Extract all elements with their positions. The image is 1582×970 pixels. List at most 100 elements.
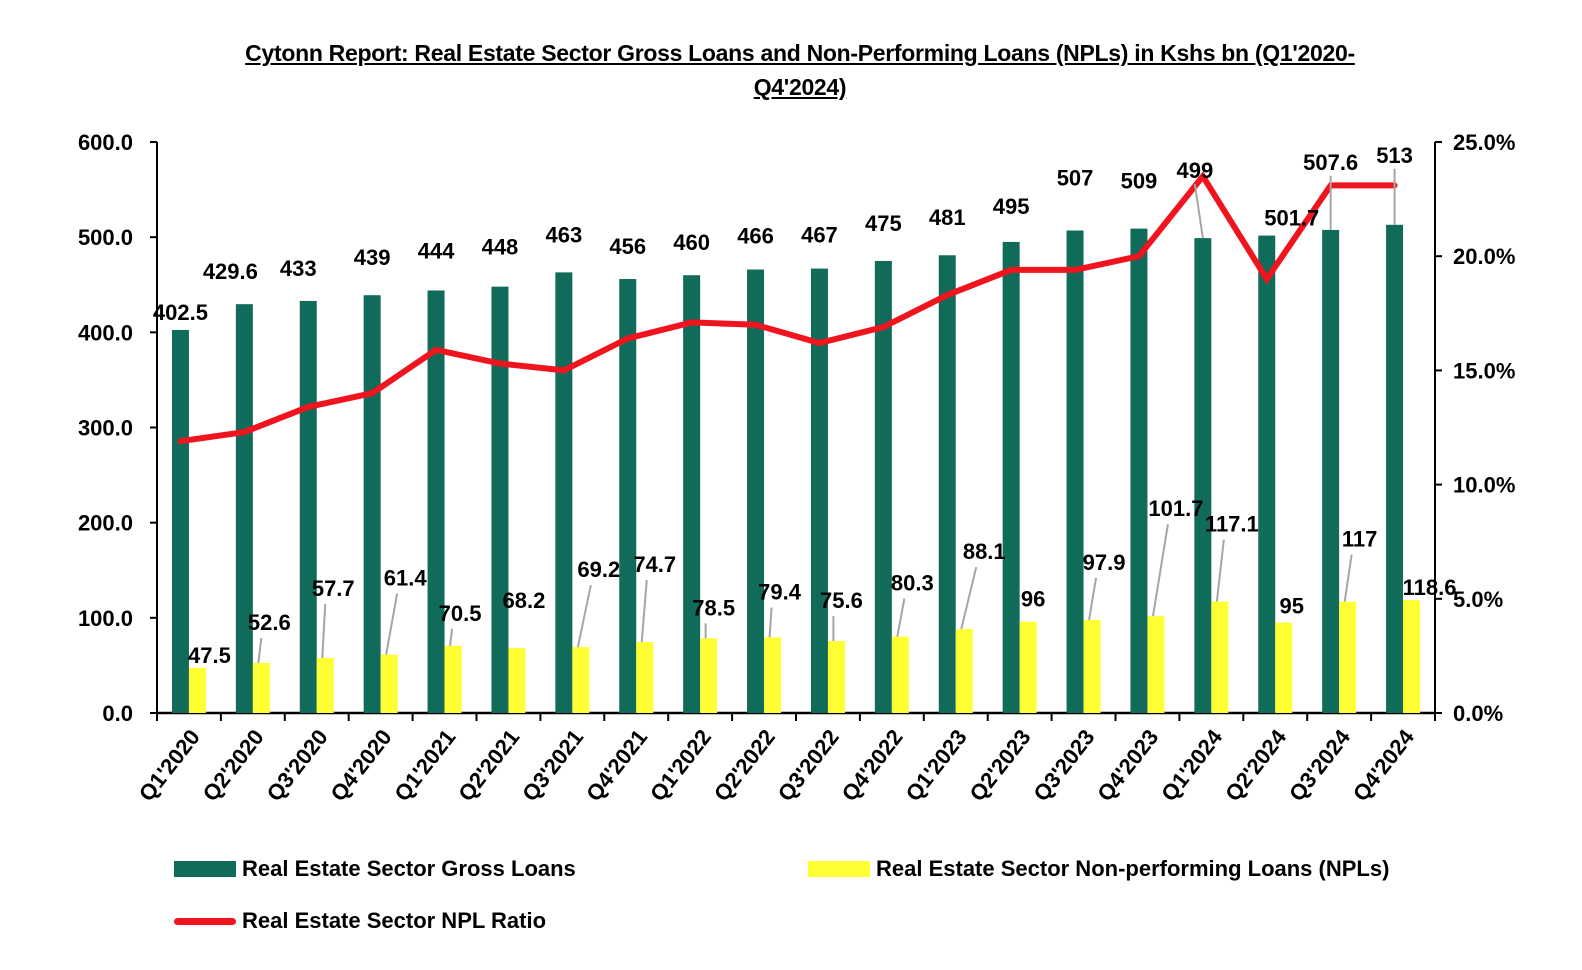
npl-data-label: 79.4 xyxy=(758,579,802,604)
gross-loans-bar xyxy=(171,329,189,713)
x-axis-tick-label: Q2'2024 xyxy=(1220,724,1292,806)
gross-loans-data-label: 507 xyxy=(1057,166,1094,191)
gross-loans-bar xyxy=(1194,238,1212,713)
left-axis-tick-label: 600.0 xyxy=(78,130,133,155)
gross-loans-data-label: 460 xyxy=(673,230,710,255)
gross-loans-bar xyxy=(810,268,828,713)
legend-swatch-npls xyxy=(808,861,870,877)
chart-title-line-2: Q4'2024) xyxy=(753,74,847,100)
npl-data-label: 69.2 xyxy=(577,557,620,582)
npl-bar xyxy=(188,667,206,713)
npl-label-leader xyxy=(960,566,978,630)
gross-loans-bar xyxy=(299,300,317,713)
gross-loans-bar xyxy=(427,290,445,713)
gross-loans-bar xyxy=(1066,230,1084,713)
x-axis-tick-label: Q2'2023 xyxy=(964,725,1035,806)
npl-data-label: 95 xyxy=(1280,594,1304,619)
npl-label-leader xyxy=(1215,539,1225,602)
gross-loans-bar xyxy=(938,255,956,713)
npl-label-leader xyxy=(385,593,399,655)
npl-data-label: 57.7 xyxy=(312,576,355,601)
npl-data-label: 101.7 xyxy=(1148,496,1203,521)
x-axis-tick-label: Q1'2024 xyxy=(1156,724,1228,806)
npl-bar xyxy=(444,645,462,713)
npl-bar xyxy=(1211,601,1229,713)
npl-ratio-line xyxy=(177,171,1398,445)
npl-bar xyxy=(508,648,526,713)
npl-data-label: 68.2 xyxy=(503,588,546,613)
gross-loans-data-label: 475 xyxy=(865,211,902,236)
npl-data-label: 70.5 xyxy=(439,601,482,626)
npl-data-label: 117 xyxy=(1342,527,1378,552)
npl-label-leader xyxy=(1151,524,1169,617)
gross-loans-data-label: 439 xyxy=(354,245,391,270)
x-axis-tick-label: Q4'2021 xyxy=(581,725,652,806)
gross-loans-bar xyxy=(619,279,637,713)
npl-data-label: 74.7 xyxy=(633,552,676,577)
gross-loans-data-label: 509 xyxy=(1121,169,1158,194)
npl-bar xyxy=(955,629,973,713)
npl-data-label: 75.6 xyxy=(820,588,863,613)
x-axis-tick-label: Q1'2021 xyxy=(389,725,460,806)
x-axis-tick-label: Q1'2023 xyxy=(901,725,972,806)
legend-label-npl-ratio: Real Estate Sector NPL Ratio xyxy=(242,908,547,933)
gross-loans-bar xyxy=(555,272,573,713)
npl-bar xyxy=(636,641,654,713)
gross-loans-data-label: 507.6 xyxy=(1303,150,1358,175)
npl-data-label: 80.3 xyxy=(891,571,934,596)
legend-swatch-npl-ratio xyxy=(174,917,236,925)
gross-loans-data-label: 429.6 xyxy=(203,259,258,284)
legend-item-npls: Real Estate Sector Non-performing Loans … xyxy=(808,856,1389,882)
npl-data-label: 47.5 xyxy=(188,643,231,668)
npl-bar xyxy=(1083,619,1101,713)
left-axis-tick-label: 400.0 xyxy=(78,320,133,345)
npl-data-label: 78.5 xyxy=(692,595,735,620)
npl-label-leader xyxy=(896,598,906,637)
npl-data-label: 96 xyxy=(1021,587,1045,612)
npl-bar xyxy=(827,641,845,713)
npl-label-leader xyxy=(576,584,592,648)
gross-loans-data-label: 402.5 xyxy=(153,300,208,325)
right-axis-tick-label: 0.0% xyxy=(1453,701,1503,726)
gross-loans-data-label: 444 xyxy=(418,238,455,263)
x-axis-tick-label: Q4'2023 xyxy=(1092,725,1163,806)
npl-data-label: 118.6 xyxy=(1403,575,1457,600)
npl-bar xyxy=(700,638,718,713)
gross-loans-data-label: 433 xyxy=(280,256,317,281)
left-axis-tick-label: 500.0 xyxy=(78,225,133,250)
npl-label-leader xyxy=(1088,577,1098,620)
npl-bar xyxy=(1147,616,1165,713)
gross-loans-data-label: 467 xyxy=(801,223,838,248)
right-axis-tick-label: 20.0% xyxy=(1453,244,1515,269)
x-axis-tick-label: Q3'2024 xyxy=(1284,724,1356,806)
npl-label-leader xyxy=(321,604,327,659)
gross-loans-data-label: 495 xyxy=(993,194,1030,219)
npl-bar xyxy=(1339,601,1357,713)
npl-label-leader xyxy=(768,607,773,638)
gross-loans-bar xyxy=(1322,229,1340,713)
x-axis-tick-label: Q4'2024 xyxy=(1348,724,1420,806)
legend-label-npls: Real Estate Sector Non-performing Loans … xyxy=(876,856,1390,881)
x-axis-tick-label: Q3'2020 xyxy=(262,725,333,806)
npl-bar xyxy=(380,654,398,713)
x-axis-tick-label: Q2'2020 xyxy=(198,725,269,806)
gross-loans-bar xyxy=(363,295,381,713)
npl-bar xyxy=(891,636,909,713)
right-axis-tick-label: 10.0% xyxy=(1453,473,1515,498)
gross-loans-data-label: 499 xyxy=(1176,158,1213,183)
x-axis-tick-label: Q2'2022 xyxy=(709,725,780,806)
npl-bar xyxy=(316,658,334,713)
gross-loans-data-label: 513 xyxy=(1376,143,1413,168)
left-axis-tick-label: 300.0 xyxy=(78,416,133,441)
gross-loans-bar xyxy=(747,269,765,713)
gross-loans-data-label: 448 xyxy=(482,235,519,260)
x-axis-tick-label: Q2'2021 xyxy=(453,725,524,806)
gross-loans-bar xyxy=(1130,228,1148,713)
legend-item-npl-ratio: Real Estate Sector NPL Ratio xyxy=(174,908,546,934)
npl-bar xyxy=(252,662,270,713)
npl-data-label: 117.1 xyxy=(1205,512,1259,537)
x-axis-tick-label: Q1'2022 xyxy=(645,725,716,806)
npl-data-label: 61.4 xyxy=(384,566,428,591)
x-axis-tick-label: Q3'2023 xyxy=(1028,725,1099,806)
